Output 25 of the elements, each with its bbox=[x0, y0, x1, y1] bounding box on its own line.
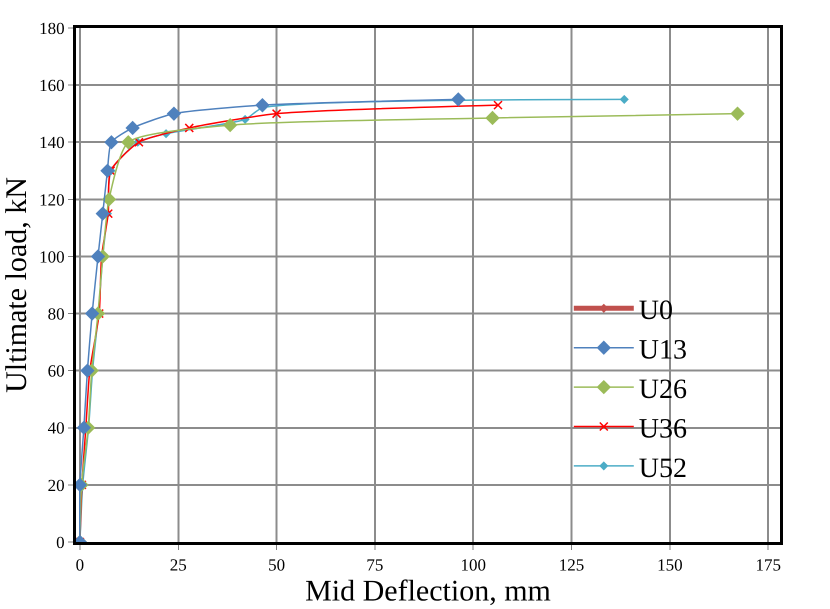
y-tick-label: 20 bbox=[48, 476, 65, 495]
y-tick-label: 100 bbox=[39, 247, 65, 266]
x-tick-label: 0 bbox=[76, 555, 84, 574]
y-tick-label: 0 bbox=[56, 532, 65, 552]
x-axis-title: Mid Deflection, mm bbox=[305, 574, 551, 608]
y-tick-label: 180 bbox=[39, 18, 65, 38]
y-tick-label: 140 bbox=[39, 133, 65, 152]
legend-label: U36 bbox=[638, 413, 688, 444]
legend-label: U52 bbox=[638, 452, 688, 484]
y-axis-title: Ultimate load, kN bbox=[0, 177, 33, 393]
legend-label: U13 bbox=[638, 334, 688, 366]
legend-label: U26 bbox=[638, 374, 688, 406]
y-tick-label: 40 bbox=[48, 418, 65, 438]
x-tick-label: 50 bbox=[268, 555, 286, 574]
x-tick-label: 150 bbox=[657, 555, 683, 574]
x-tick-label: 100 bbox=[460, 555, 486, 574]
y-tick-label: 60 bbox=[48, 362, 65, 381]
y-tick-label: 120 bbox=[39, 190, 65, 210]
x-tick-label: 25 bbox=[170, 555, 187, 574]
x-tick-label: 175 bbox=[755, 555, 781, 574]
x-tick-label: 125 bbox=[558, 555, 584, 574]
x-tick-label: 75 bbox=[366, 555, 384, 574]
legend-label: U0 bbox=[638, 295, 674, 326]
y-tick-label: 160 bbox=[39, 76, 65, 96]
y-tick-label: 80 bbox=[48, 304, 65, 324]
